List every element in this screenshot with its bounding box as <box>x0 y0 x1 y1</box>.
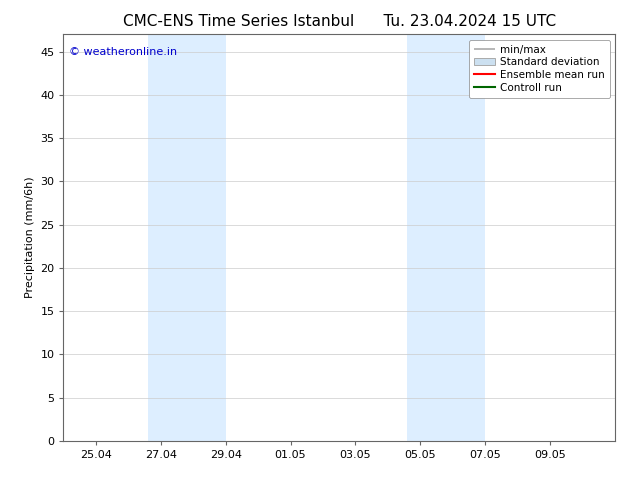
Bar <box>148 34 226 441</box>
Title: CMC-ENS Time Series Istanbul      Tu. 23.04.2024 15 UTC: CMC-ENS Time Series Istanbul Tu. 23.04.2… <box>122 14 556 29</box>
Legend: min/max, Standard deviation, Ensemble mean run, Controll run: min/max, Standard deviation, Ensemble me… <box>469 40 610 98</box>
Text: © weatheronline.in: © weatheronline.in <box>69 47 177 56</box>
Bar <box>407 34 485 441</box>
Y-axis label: Precipitation (mm/6h): Precipitation (mm/6h) <box>25 177 35 298</box>
